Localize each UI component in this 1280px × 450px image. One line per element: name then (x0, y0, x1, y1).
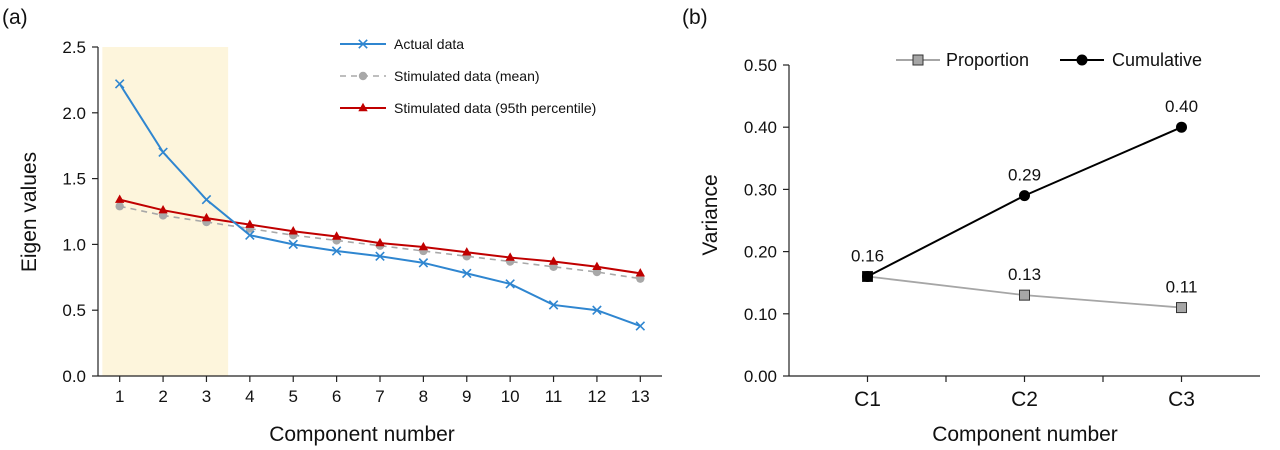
y-tick-label: 0.10 (744, 305, 777, 324)
x-tick-label: C2 (1011, 388, 1038, 411)
data-point (1176, 302, 1187, 314)
data-point (548, 300, 559, 310)
data-point (635, 321, 646, 331)
x-tick-label: 10 (501, 387, 520, 406)
y-tick-label: 0.00 (744, 367, 777, 386)
y-tick-label: 2.0 (62, 104, 86, 123)
x-tick-label: 2 (158, 387, 167, 406)
data-point (158, 204, 168, 214)
panel-label-b: (b) (682, 6, 708, 29)
data-point (548, 256, 559, 265)
legend-entry: Actual data (394, 36, 464, 52)
chart-a-xlabel: Component number (269, 423, 455, 446)
data-point (505, 279, 515, 289)
data-point (375, 237, 385, 247)
data-label: 0.29 (1008, 166, 1041, 185)
data-point (114, 194, 125, 203)
chart-b-ylabel: Variance (699, 174, 722, 255)
y-tick-label: 0.30 (744, 180, 777, 199)
data-point (505, 252, 515, 261)
x-tick-label: C1 (854, 388, 881, 411)
data-point (635, 268, 646, 277)
data-point-overlap (862, 271, 873, 282)
data-point (201, 194, 212, 205)
y-tick-label: 0.5 (62, 301, 86, 320)
data-label: 0.13 (1008, 265, 1041, 284)
series-line (867, 126, 1182, 278)
y-tick-label: 0.40 (744, 118, 777, 137)
data-point (1019, 190, 1030, 202)
panel-label-a: (a) (2, 6, 28, 29)
x-tick-label: 12 (587, 387, 606, 406)
x-tick-label: 8 (419, 387, 428, 406)
data-point (418, 241, 429, 251)
x-tick-label: 13 (631, 387, 650, 406)
data-point (462, 268, 472, 279)
y-tick-label: 1.0 (62, 235, 86, 254)
data-point (331, 246, 342, 256)
data-point (592, 261, 602, 270)
y-tick-label: 0.0 (62, 367, 86, 386)
chart-a-series (114, 79, 646, 331)
x-tick-label: C3 (1168, 388, 1195, 411)
data-point (418, 258, 429, 268)
chart-a-eigen-values: 0.00.51.01.52.02.51 2 3 4 5 6 7 8 9 10 11 12 13 Actu… (18, 36, 662, 446)
y-tick-label: 1.5 (62, 170, 86, 189)
data-label: 0.11 (1166, 278, 1198, 297)
data-label: 0.40 (1165, 97, 1198, 116)
data-point (115, 202, 124, 211)
data-point (462, 247, 472, 256)
y-tick-label: 2.5 (62, 38, 86, 57)
legend-entry: Stimulated data (95th percentile) (394, 100, 596, 116)
data-point (158, 147, 168, 158)
x-tick-label: 1 (115, 387, 124, 406)
x-tick-label: 3 (202, 387, 211, 406)
chart-b-xlabel: Component number (932, 423, 1118, 446)
data-point (592, 305, 602, 315)
legend-entry: Cumulative (1112, 50, 1202, 70)
x-tick-label: 4 (245, 387, 254, 406)
chart-a-ylabel: Eigen values (18, 152, 41, 272)
x-tick-label: 5 (288, 387, 297, 406)
y-tick-label: 0.50 (744, 56, 777, 75)
data-point (201, 212, 212, 222)
legend-marker (358, 71, 368, 81)
data-point (375, 251, 385, 262)
chart-b-axes: 0.00 0.10 0.20 0.30 0.40 0.50 C1 C2 C3 (744, 56, 1260, 411)
chart-a-legend: Actual data Stimulated data (mean) Stimula… (340, 36, 596, 116)
data-point (1176, 121, 1187, 133)
data-point (245, 230, 255, 240)
y-tick-label: 0.20 (744, 243, 777, 262)
data-point (114, 79, 125, 89)
x-tick-label: 7 (375, 387, 384, 406)
chart-b-series: 0.13 0.11 0.16 0.29 0.40 (851, 97, 1198, 314)
chart-a-axes: 0.00.51.01.52.02.51 2 3 4 5 6 7 8 9 10 11 12 13 (62, 38, 662, 406)
x-tick-label: 9 (462, 387, 471, 406)
legend-marker (358, 102, 368, 112)
legend-marker (358, 39, 368, 49)
data-point (288, 226, 298, 235)
legend-entry: Proportion (946, 50, 1029, 70)
data-label: 0.16 (851, 246, 884, 265)
data-point (288, 239, 298, 250)
data-point (245, 219, 255, 228)
legend-marker (1076, 54, 1088, 66)
x-tick-label: 11 (545, 387, 563, 406)
data-point (331, 231, 342, 240)
x-tick-label: 6 (332, 387, 341, 406)
legend-entry: Stimulated data (mean) (394, 68, 540, 84)
legend-marker (912, 54, 924, 66)
chart-b-legend: Proportion Cumulative (896, 50, 1202, 70)
data-point (1019, 289, 1030, 301)
